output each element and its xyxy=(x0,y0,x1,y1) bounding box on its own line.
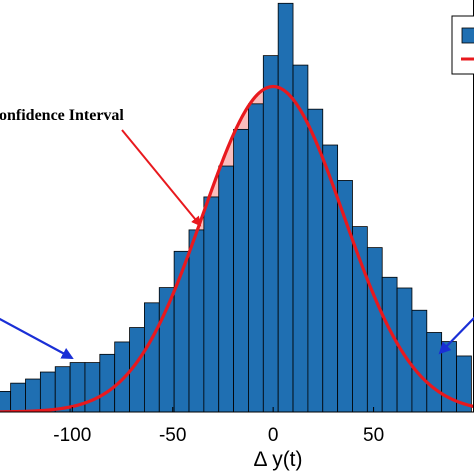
right-tail-arrow xyxy=(438,316,474,355)
histogram-bar xyxy=(426,332,443,412)
x-tick-label: -100 xyxy=(53,425,91,446)
histogram-bar xyxy=(366,247,383,412)
confidence-interval-annotation: onfidence Interval xyxy=(0,107,124,124)
histogram-bar xyxy=(144,302,160,412)
left-tail-arrow xyxy=(0,317,74,359)
histogram-bar xyxy=(456,355,472,412)
plot-area xyxy=(0,2,474,412)
histogram-bar xyxy=(54,366,71,412)
histogram-bar xyxy=(188,229,205,412)
x-tick-label: 50 xyxy=(363,425,384,446)
histogram-bar xyxy=(262,55,279,412)
x-ticks: -100 -50 0 50 xyxy=(53,407,384,446)
histogram-bar xyxy=(411,309,428,412)
histogram-bar xyxy=(352,226,368,412)
histogram-bar xyxy=(322,144,339,412)
histogram-bar xyxy=(381,276,398,412)
confidence-interval-arrow xyxy=(121,129,202,227)
histogram-bar xyxy=(0,390,12,412)
histogram-bar xyxy=(10,382,26,412)
x-tick-label: 0 xyxy=(268,425,279,446)
histogram-bar xyxy=(25,378,41,412)
histogram-bar xyxy=(233,128,249,412)
histogram-bar xyxy=(218,165,234,412)
fitted-distribution-curve xyxy=(0,84,474,412)
histogram-bar xyxy=(248,103,264,412)
histogram-bar xyxy=(114,341,130,412)
legend xyxy=(451,15,474,75)
x-tick-label: -50 xyxy=(159,425,186,446)
histogram-bar xyxy=(99,353,116,412)
legend-box xyxy=(451,15,474,75)
histogram-bar xyxy=(277,2,294,412)
histogram-bar xyxy=(203,196,220,412)
x-axis-label: Δ y(t) xyxy=(253,448,302,471)
legend-swatch-histogram xyxy=(461,27,474,44)
histogram-bar xyxy=(39,371,56,412)
histogram-bar xyxy=(84,362,101,412)
histogram-bars xyxy=(0,2,472,412)
